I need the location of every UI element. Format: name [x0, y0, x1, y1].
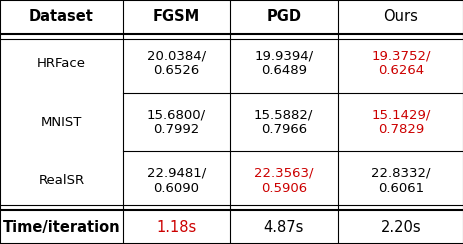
Text: Dataset: Dataset	[29, 9, 94, 24]
Text: 22.3563/
0.5906: 22.3563/ 0.5906	[253, 167, 313, 195]
Text: 1.18s: 1.18s	[156, 220, 196, 235]
Text: 4.87s: 4.87s	[263, 220, 303, 235]
Text: 15.1429/
0.7829: 15.1429/ 0.7829	[370, 108, 430, 136]
Text: 22.8332/
0.6061: 22.8332/ 0.6061	[370, 167, 430, 195]
Text: 15.5882/
0.7966: 15.5882/ 0.7966	[254, 108, 313, 136]
Text: 2.20s: 2.20s	[380, 220, 420, 235]
Text: HRFace: HRFace	[37, 57, 86, 70]
Text: PGD: PGD	[266, 9, 300, 24]
Text: 22.9481/
0.6090: 22.9481/ 0.6090	[146, 167, 206, 195]
Text: Ours: Ours	[382, 9, 418, 24]
Text: 19.3752/
0.6264: 19.3752/ 0.6264	[370, 49, 430, 77]
Text: FGSM: FGSM	[152, 9, 200, 24]
Text: Time/iteration: Time/iteration	[3, 220, 120, 235]
Text: 19.9394/
0.6489: 19.9394/ 0.6489	[254, 49, 313, 77]
Text: 20.0384/
0.6526: 20.0384/ 0.6526	[146, 49, 206, 77]
Text: 15.6800/
0.7992: 15.6800/ 0.7992	[146, 108, 206, 136]
Text: RealSR: RealSR	[38, 174, 84, 187]
Text: MNIST: MNIST	[41, 115, 82, 129]
